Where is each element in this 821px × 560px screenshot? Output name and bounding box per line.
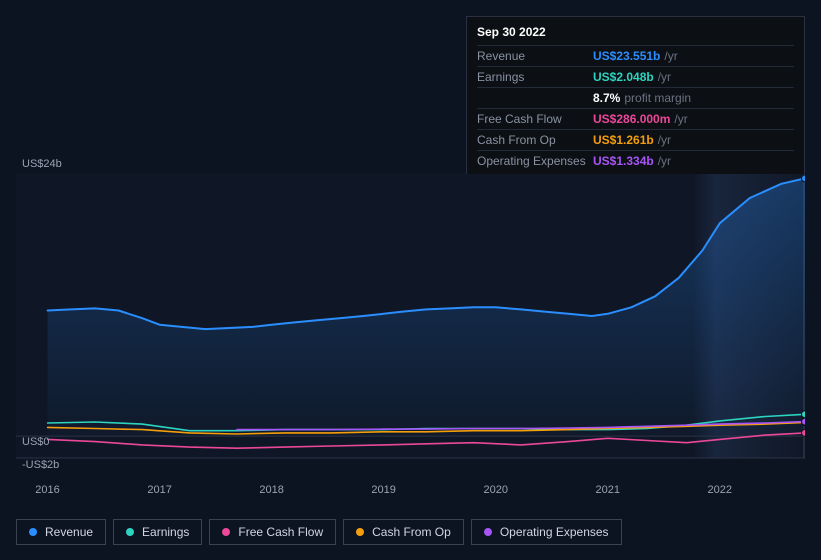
series-end-marker [802,175,806,182]
legend-swatch-icon [222,528,230,536]
legend-label: Operating Expenses [500,525,609,539]
tooltip-row: RevenueUS$23.551b/yr [477,45,794,66]
legend-swatch-icon [29,528,37,536]
y-axis-top-label: US$24b [22,158,62,170]
legend-item[interactable]: Cash From Op [343,519,464,545]
tooltip-row-value: US$2.048b [593,70,654,84]
tooltip-row-value: US$1.261b [593,133,654,147]
legend-item[interactable]: Operating Expenses [471,519,622,545]
legend-swatch-icon [484,528,492,536]
x-axis-tick-label: 2022 [708,484,732,496]
legend-item[interactable]: Free Cash Flow [209,519,336,545]
tooltip-row: Cash From OpUS$1.261b/yr [477,129,794,150]
chart-plot[interactable] [16,158,805,480]
x-axis-tick-label: 2016 [35,484,59,496]
tooltip-row-suffix: /yr [658,70,671,84]
tooltip-margin-percent: 8.7% [593,91,620,105]
x-axis-tick-label: 2020 [483,484,507,496]
tooltip-margin-label: profit margin [624,91,691,105]
x-axis-tick-label: 2017 [147,484,171,496]
legend: Revenue Earnings Free Cash Flow Cash From O… [16,519,622,545]
tooltip-row-suffix: /yr [674,112,687,126]
tooltip-margin-row: 8.7% profit margin [477,87,794,108]
x-axis-tick-label: 2019 [371,484,395,496]
legend-item[interactable]: Revenue [16,519,106,545]
chart-container: US$24b US$0 -US$2b 201620172018201920202… [16,158,805,480]
tooltip-row-label: Revenue [477,49,593,63]
tooltip-row: EarningsUS$2.048b/yr [477,66,794,87]
series-end-marker [802,418,806,425]
legend-label: Earnings [142,525,189,539]
tooltip-row-label: Cash From Op [477,133,593,147]
y-axis-zero-label: US$0 [22,436,50,448]
series-end-marker [802,411,806,418]
tooltip-row-label: Earnings [477,70,593,84]
tooltip-panel: Sep 30 2022 RevenueUS$23.551b/yrEarnings… [466,16,805,176]
legend-swatch-icon [356,528,364,536]
tooltip-row-label: Free Cash Flow [477,112,593,126]
tooltip-row-suffix: /yr [658,133,671,147]
tooltip-row-value: US$286.000m [593,112,670,126]
x-axis-tick-label: 2018 [259,484,283,496]
legend-label: Revenue [45,525,93,539]
tooltip-row: Free Cash FlowUS$286.000m/yr [477,108,794,129]
tooltip-row-suffix: /yr [664,49,677,63]
tooltip-row-value: US$23.551b [593,49,660,63]
tooltip-date: Sep 30 2022 [477,25,794,45]
series-end-marker [802,429,806,436]
y-axis-bottom-label: -US$2b [22,459,59,471]
legend-label: Free Cash Flow [238,525,323,539]
legend-swatch-icon [126,528,134,536]
legend-label: Cash From Op [372,525,451,539]
legend-item[interactable]: Earnings [113,519,202,545]
x-axis-tick-label: 2021 [596,484,620,496]
